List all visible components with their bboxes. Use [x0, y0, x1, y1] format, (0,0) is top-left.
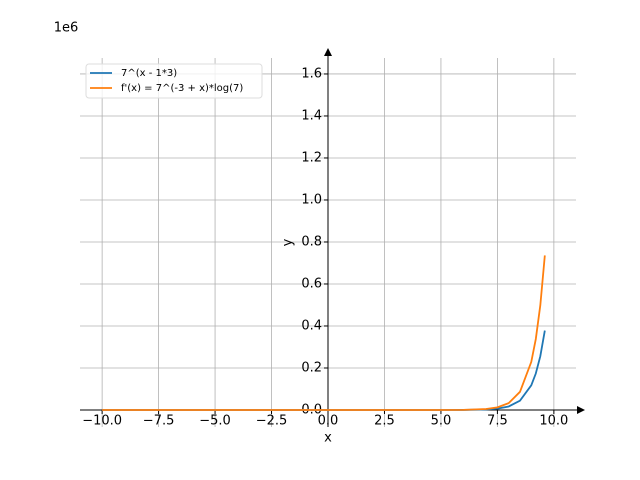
x-tick-label: 2.5	[374, 413, 395, 428]
y-tick-label: 0.2	[301, 360, 322, 375]
x-tick-label: −7.5	[143, 413, 175, 428]
x-axis-arrow	[577, 405, 585, 414]
x-tick-label: 7.5	[487, 413, 508, 428]
y-tick-label: 0.6	[301, 276, 322, 291]
x-tick-label: −5.0	[199, 413, 231, 428]
offset-label: 1e6	[54, 21, 79, 36]
y-tick-label: 1.6	[301, 66, 322, 81]
x-tick-label: 10.0	[539, 413, 568, 428]
y-tick-label: 1.2	[301, 150, 322, 165]
y-axis-arrow	[324, 48, 332, 56]
x-tick-label: 5.0	[431, 413, 452, 428]
x-tick-label: −2.5	[256, 413, 288, 428]
y-axis-label: y	[281, 238, 296, 246]
series-line	[102, 255, 546, 411]
legend-text: f'(x) = 7^(-3 + x)*log(7)	[121, 83, 243, 94]
legend-box	[85, 63, 263, 99]
y-tick-label: 0.8	[301, 234, 322, 249]
x-tick-label: −10.0	[82, 413, 122, 428]
y-tick-label: 1.0	[301, 192, 322, 207]
x-axis-label: x	[324, 430, 332, 445]
y-tick-label: 1.4	[301, 108, 322, 123]
legend-text: 7^(x - 1*3)	[121, 68, 177, 79]
series-line	[102, 330, 546, 411]
y-tick-label: 0.4	[301, 318, 322, 333]
